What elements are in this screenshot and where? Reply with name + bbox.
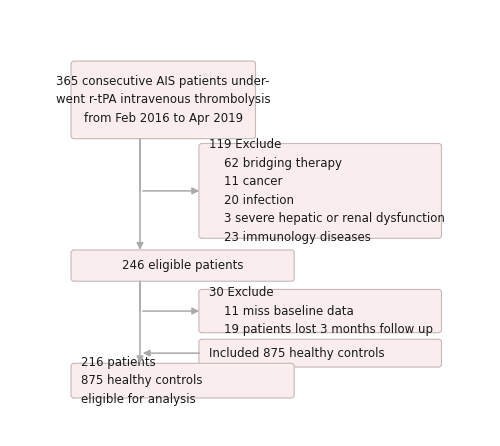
FancyBboxPatch shape — [71, 250, 294, 281]
FancyBboxPatch shape — [71, 363, 294, 398]
FancyBboxPatch shape — [199, 339, 442, 367]
FancyBboxPatch shape — [199, 144, 442, 238]
Text: 365 consecutive AIS patients under-
went r-tPA intravenous thrombolysis
from Feb: 365 consecutive AIS patients under- went… — [56, 75, 270, 125]
Text: 216 patients
875 healthy controls
eligible for analysis: 216 patients 875 healthy controls eligib… — [81, 355, 202, 405]
Text: 246 eligible patients: 246 eligible patients — [122, 259, 244, 272]
Text: 30 Exclude
    11 miss baseline data
    19 patients lost 3 months follow up: 30 Exclude 11 miss baseline data 19 pati… — [209, 286, 433, 336]
Text: 119 Exclude
    62 bridging therapy
    11 cancer
    20 infection
    3 severe : 119 Exclude 62 bridging therapy 11 cance… — [209, 138, 445, 244]
Text: Included 875 healthy controls: Included 875 healthy controls — [209, 347, 384, 359]
FancyBboxPatch shape — [199, 289, 442, 333]
FancyBboxPatch shape — [71, 61, 256, 139]
